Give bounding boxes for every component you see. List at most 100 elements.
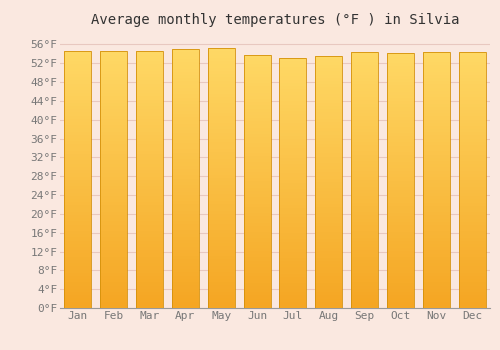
Bar	[172, 101, 199, 104]
Bar	[244, 74, 270, 77]
Bar	[351, 263, 378, 266]
Bar	[423, 199, 450, 203]
Bar	[316, 185, 342, 188]
Bar	[244, 203, 270, 207]
Bar	[316, 191, 342, 195]
Bar	[458, 161, 485, 164]
Bar	[387, 56, 414, 60]
Bar	[64, 183, 92, 186]
Bar	[387, 117, 414, 120]
Bar	[387, 114, 414, 117]
Bar	[100, 141, 127, 145]
Bar	[458, 282, 485, 286]
Bar	[172, 124, 199, 127]
Bar	[423, 292, 450, 295]
Bar	[64, 176, 92, 180]
Bar	[316, 226, 342, 229]
Bar	[244, 194, 270, 197]
Bar	[280, 239, 306, 242]
Bar	[244, 264, 270, 267]
Bar	[316, 194, 342, 198]
Bar	[387, 225, 414, 229]
Bar	[208, 301, 234, 305]
Bar	[458, 56, 485, 59]
Bar	[64, 74, 92, 77]
Bar	[100, 199, 127, 202]
Bar	[136, 209, 163, 212]
Bar	[280, 126, 306, 130]
Bar	[100, 71, 127, 74]
Bar	[172, 227, 199, 230]
Bar	[64, 77, 92, 80]
Bar	[208, 237, 234, 240]
Bar	[387, 66, 414, 69]
Bar	[387, 142, 414, 146]
Bar	[64, 145, 92, 148]
Bar	[458, 263, 485, 266]
Bar	[136, 215, 163, 218]
Bar	[316, 153, 342, 157]
Bar	[208, 279, 234, 282]
Bar	[136, 157, 163, 161]
Bar	[351, 234, 378, 238]
Bar	[458, 247, 485, 251]
Bar	[100, 176, 127, 180]
Bar	[280, 152, 306, 155]
Bar	[64, 173, 92, 176]
Bar	[351, 84, 378, 88]
Bar	[387, 267, 414, 270]
Bar	[172, 149, 199, 153]
Bar	[280, 230, 306, 233]
Bar	[458, 158, 485, 161]
Bar	[280, 92, 306, 95]
Bar	[423, 302, 450, 305]
Bar	[136, 87, 163, 90]
Bar	[423, 263, 450, 266]
Bar	[136, 202, 163, 205]
Bar	[172, 272, 199, 276]
Bar	[351, 228, 378, 231]
Bar	[351, 251, 378, 254]
Bar	[387, 229, 414, 232]
Bar	[208, 266, 234, 269]
Bar	[423, 289, 450, 292]
Bar	[64, 273, 92, 276]
Bar	[244, 162, 270, 166]
Bar	[136, 141, 163, 145]
Bar	[316, 248, 342, 251]
Bar	[208, 272, 234, 275]
Bar	[208, 285, 234, 288]
Bar	[136, 164, 163, 167]
Bar	[280, 223, 306, 226]
Bar	[136, 84, 163, 87]
Bar	[208, 48, 234, 51]
Bar	[100, 64, 127, 68]
Bar	[136, 106, 163, 109]
Bar	[136, 180, 163, 183]
Bar	[458, 126, 485, 129]
Bar	[316, 116, 342, 119]
Bar	[316, 292, 342, 295]
Bar	[244, 270, 270, 273]
Bar	[387, 193, 414, 197]
Bar	[458, 193, 485, 196]
Bar	[351, 142, 378, 145]
Bar	[458, 180, 485, 183]
Bar	[64, 189, 92, 193]
Bar	[100, 218, 127, 222]
Bar	[280, 273, 306, 277]
Bar	[458, 78, 485, 81]
Bar	[208, 155, 234, 159]
Bar	[136, 263, 163, 266]
Bar	[387, 292, 414, 295]
Bar	[351, 180, 378, 183]
Bar	[100, 247, 127, 250]
Bar	[316, 119, 342, 122]
Bar	[423, 158, 450, 161]
Bar	[244, 213, 270, 216]
Bar	[64, 170, 92, 173]
Bar	[387, 174, 414, 177]
Bar	[244, 191, 270, 194]
Bar	[316, 182, 342, 185]
Bar	[458, 279, 485, 282]
